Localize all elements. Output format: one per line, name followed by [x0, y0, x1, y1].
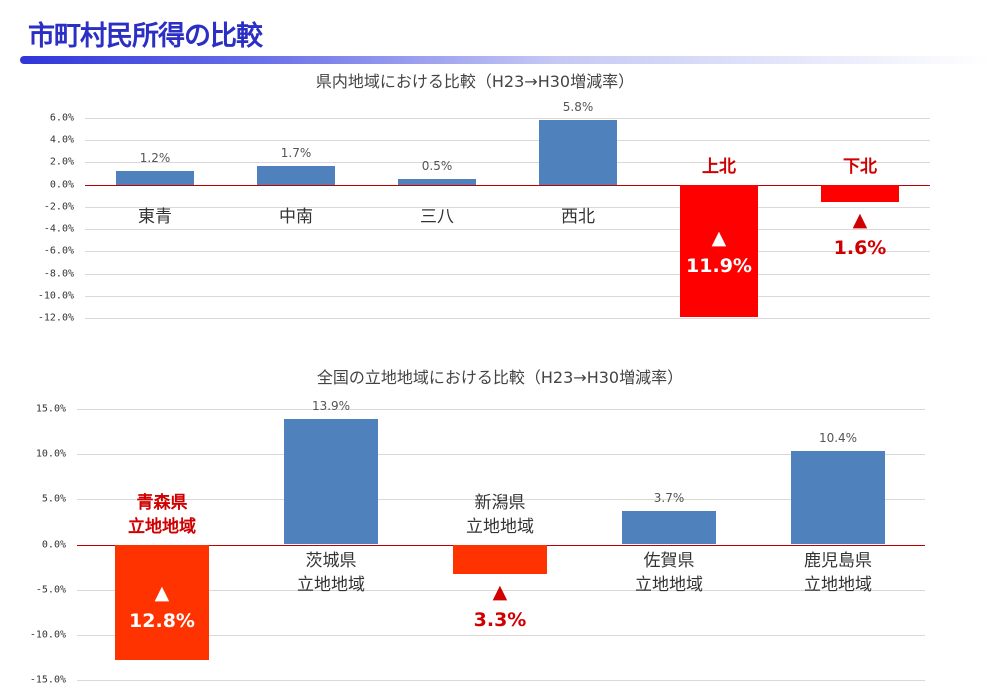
bar	[115, 544, 209, 661]
y-tick-label: -12.0%	[37, 312, 74, 324]
bar	[680, 184, 758, 317]
value-label: 12.8%	[129, 610, 195, 633]
gridline	[85, 295, 930, 297]
category-label: 青森県 立地地域	[128, 492, 196, 537]
gridline	[77, 409, 925, 410]
bar	[398, 179, 476, 185]
bar	[622, 511, 716, 545]
decrease-triangle-icon: ▲	[852, 209, 868, 232]
y-tick-label: -6.0%	[43, 245, 74, 257]
decrease-triangle-icon: ▲	[492, 581, 508, 604]
y-tick-label: -8.0%	[43, 268, 74, 280]
gridline	[85, 251, 930, 253]
value-label: 0.5%	[421, 159, 453, 174]
bar	[539, 120, 617, 185]
gridline	[77, 499, 925, 501]
zero-line	[85, 184, 930, 186]
y-tick-label: -4.0%	[43, 223, 74, 235]
bar	[821, 184, 899, 203]
gridline	[85, 140, 930, 142]
value-label: 1.7%	[280, 145, 312, 160]
category-label: 佐賀県 立地地域	[635, 550, 703, 595]
value-label: 3.7%	[653, 491, 685, 506]
gridline	[85, 229, 930, 231]
y-tick-label: 0.0%	[41, 539, 66, 550]
gridline	[77, 634, 925, 636]
y-tick-label: 6.0%	[49, 112, 74, 124]
category-label: 西北	[561, 206, 595, 227]
y-tick-label: 4.0%	[49, 134, 74, 146]
gridline	[85, 118, 930, 119]
value-label: 1.2%	[139, 151, 171, 166]
category-label: 新潟県 立地地域	[466, 492, 534, 537]
title-underline	[20, 56, 990, 64]
y-tick-label: 10.0%	[35, 448, 66, 460]
gridline	[85, 206, 930, 208]
y-tick-label: -15.0%	[29, 674, 66, 686]
decrease-label: ▲ 11.9%	[686, 224, 752, 280]
category-label: 上北	[702, 156, 736, 177]
gridline	[77, 454, 925, 456]
bar	[284, 418, 378, 545]
gridline	[77, 589, 925, 591]
category-label: 下北	[843, 156, 877, 177]
value-label: 10.4%	[818, 430, 858, 445]
y-tick-label: 15.0%	[35, 403, 66, 415]
y-tick-label: 5.0%	[41, 493, 66, 505]
y-tick-label: -5.0%	[35, 584, 66, 596]
chart-title: 全国の立地地域における比較（H23→H30増減率）	[316, 368, 684, 387]
category-label: 鹿児島県 立地地域	[804, 550, 872, 595]
value-label: 3.3%	[473, 609, 527, 632]
value-label: 5.8%	[562, 100, 594, 115]
chart-title: 県内地域における比較（H23→H30増減率）	[315, 72, 635, 91]
value-label: 11.9%	[686, 255, 752, 278]
decrease-triangle-icon: ▲	[711, 227, 727, 250]
value-label: 1.6%	[833, 237, 887, 260]
bar	[453, 544, 547, 575]
decrease-label: ▲ 12.8%	[129, 579, 195, 635]
y-tick-label: 2.0%	[49, 156, 74, 168]
bar	[791, 450, 885, 545]
value-label: 13.9%	[311, 398, 351, 413]
y-tick-label: -2.0%	[43, 201, 74, 213]
bar	[257, 165, 335, 185]
y-tick-label: -10.0%	[37, 290, 74, 302]
page-title: 市町村民所得の比較	[28, 21, 263, 52]
category-label: 中南	[279, 206, 313, 227]
decrease-label: ▲ 1.6%	[834, 206, 887, 262]
category-label: 東青	[138, 206, 172, 227]
category-label: 三八	[420, 206, 454, 227]
gridline	[85, 162, 930, 164]
category-label: 茨城県 立地地域	[297, 550, 365, 595]
bar	[116, 171, 194, 185]
gridline	[85, 273, 930, 275]
gridline	[77, 680, 925, 681]
gridline	[85, 318, 930, 319]
decrease-triangle-icon: ▲	[154, 582, 170, 605]
decrease-label: ▲ 3.3%	[474, 578, 527, 634]
y-tick-label: -10.0%	[29, 629, 66, 641]
y-tick-label: 0.0%	[49, 179, 74, 191]
